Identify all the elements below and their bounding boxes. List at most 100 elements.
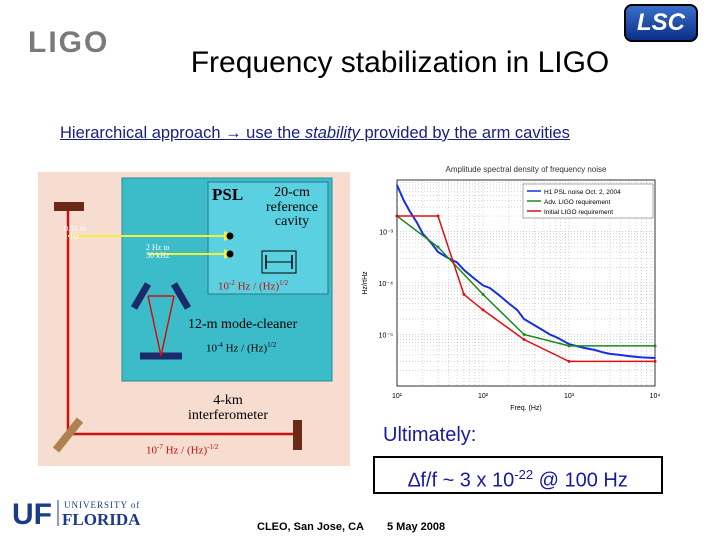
y-tick-label: 10⁻³ bbox=[379, 230, 393, 237]
series-1-point bbox=[396, 184, 398, 186]
series-1-point bbox=[489, 287, 491, 289]
series-1-point bbox=[542, 329, 544, 332]
band1-line2: 1 Hz bbox=[64, 232, 80, 242]
mc-mirror-left bbox=[130, 282, 152, 310]
series-1-point bbox=[640, 356, 643, 359]
series-line-1 bbox=[396, 184, 656, 359]
footer-conference: CLEO, San Jose, CA bbox=[257, 521, 364, 533]
legend-entry: Initial LIGO requirement bbox=[544, 209, 613, 216]
series-1-point bbox=[628, 355, 630, 357]
mc-noise-label: 10-4 Hz / (Hz)1/2 bbox=[206, 341, 276, 355]
ref-noise-exp: -2 bbox=[229, 279, 235, 287]
noise-plot-svg: Amplitude spectral density of frequency … bbox=[362, 165, 661, 412]
series-1-point bbox=[463, 269, 465, 271]
ultimately-label: Ultimately: bbox=[383, 424, 477, 446]
series-3-point bbox=[395, 214, 399, 218]
series-1-point bbox=[602, 351, 605, 354]
noise-plot: Amplitude spectral density of frequency … bbox=[355, 162, 663, 414]
formula-text1: f/f ~ 3 x 10 bbox=[420, 469, 515, 492]
ref-noise-base: 10 bbox=[218, 280, 229, 293]
series-3-point bbox=[436, 214, 440, 218]
y-tick-label: 10⁻⁵ bbox=[379, 333, 393, 340]
series-1-point bbox=[619, 354, 622, 356]
series-1-point bbox=[473, 278, 476, 280]
x-tick-label: 10³ bbox=[564, 393, 575, 400]
ifo-line2: interferometer bbox=[187, 407, 269, 423]
x-axis-label: Freq. (Hz) bbox=[510, 405, 542, 412]
mc-noise-base: 10 bbox=[206, 342, 217, 355]
uf-logo-graphic: UF UNIVERSITY of FLORIDA bbox=[12, 498, 141, 531]
stabilization-diagram: PSL 20-cm reference cavity 10-2 Hz / (Hz… bbox=[38, 172, 350, 466]
ref-noise-unit-exp: 1/2 bbox=[279, 279, 289, 287]
series-1-point bbox=[549, 333, 551, 336]
formula-box: ∆f/f ~ 3 x 10-22 @ 100 Hz bbox=[373, 456, 663, 494]
uf-mark: UF bbox=[12, 498, 52, 528]
legend-box bbox=[522, 183, 654, 219]
subtitle-part3: provided by the arm cavities bbox=[359, 124, 570, 142]
subtitle-part2: use the bbox=[241, 124, 305, 142]
band2-label: 2 Hz to 50 kHz bbox=[146, 243, 170, 261]
ref-cavity-line3: cavity bbox=[274, 214, 310, 230]
band1-label: 0.01 to 1 Hz bbox=[64, 224, 87, 242]
series-1-point bbox=[482, 284, 484, 287]
ifo-noise-label: 10-7 Hz / (Hz)-1/2 bbox=[146, 443, 219, 457]
ref-noise-unit: Hz / (Hz) bbox=[237, 280, 280, 293]
ref-cavity-line1: 20-cm bbox=[274, 185, 310, 200]
x-tick-label: 10¹ bbox=[392, 393, 403, 400]
mc-noise-unit: Hz / (Hz) bbox=[225, 342, 268, 355]
mc-label: 12-m mode-cleaner bbox=[188, 317, 298, 332]
x-tick-label: 10⁴ bbox=[650, 393, 661, 400]
ifo-label: 4-km interferometer bbox=[178, 393, 278, 423]
subtitle-italic: stability bbox=[304, 124, 360, 142]
series-3-point bbox=[462, 292, 466, 296]
series-1-point bbox=[654, 357, 656, 359]
band1-line1: 0.01 to bbox=[64, 224, 87, 233]
series-1-point bbox=[583, 347, 585, 349]
ref-cavity-label: 20-cm reference cavity bbox=[254, 185, 330, 230]
plot-frame bbox=[396, 179, 656, 387]
series-1-point bbox=[403, 199, 405, 202]
beam-splitter bbox=[52, 417, 84, 453]
uf-logo: UF UNIVERSITY of FLORIDA bbox=[12, 496, 162, 533]
series-2-point bbox=[481, 292, 485, 296]
series-1-point bbox=[533, 324, 536, 327]
ifo-line1: 4-km bbox=[213, 393, 243, 408]
ifo-noise-unit-exp: -1/2 bbox=[207, 443, 219, 451]
ref-cavity-line2: reference bbox=[265, 199, 319, 215]
ifo-noise-unit: Hz / (Hz) bbox=[165, 444, 208, 457]
ifo-noise-exp: -7 bbox=[157, 443, 163, 451]
legend-entry: H1 PSL noise Oct. 2, 2004 bbox=[544, 189, 621, 196]
ifo-noise-base: 10 bbox=[146, 444, 157, 457]
series-1-point bbox=[416, 221, 418, 224]
formula-exp: -22 bbox=[514, 467, 534, 482]
x-tick-label: 10² bbox=[478, 393, 489, 400]
series-1-point bbox=[609, 353, 611, 355]
mc-mirror-right bbox=[170, 282, 192, 310]
diagram-graphics bbox=[52, 177, 333, 453]
subtitle: Hierarchical approach → use the stabilit… bbox=[60, 124, 570, 143]
series-2-point bbox=[567, 344, 571, 348]
series-1-point bbox=[437, 251, 439, 253]
chart-title: Amplitude spectral density of frequency … bbox=[446, 165, 608, 174]
series-3-point bbox=[567, 359, 571, 363]
mc-noise-exp: -4 bbox=[217, 341, 223, 349]
formula-text2: @ 100 Hz bbox=[533, 469, 628, 492]
arrow-icon: → bbox=[225, 124, 242, 142]
end-mirror-right bbox=[293, 420, 302, 450]
ref-noise-label: 10-2 Hz / (Hz)1/2 bbox=[218, 279, 289, 293]
footer-date: 5 May 2008 bbox=[387, 521, 446, 533]
uf-university: UNIVERSITY of bbox=[64, 500, 140, 510]
psl-label: PSL bbox=[212, 185, 244, 204]
uf-florida: FLORIDA bbox=[62, 510, 141, 528]
series-2-point bbox=[522, 333, 526, 336]
series-1-point bbox=[422, 233, 424, 235]
series-1-point bbox=[594, 349, 596, 351]
series-1-point bbox=[516, 309, 519, 311]
series-1-point bbox=[523, 318, 525, 320]
series-1-point bbox=[559, 338, 562, 341]
series-2-point bbox=[653, 344, 657, 348]
ligo-logo: LIGO bbox=[28, 26, 110, 59]
series-3-point bbox=[653, 359, 657, 363]
legend-entry: Adv. LIGO requirement bbox=[544, 199, 611, 206]
band2-line1: 2 Hz to bbox=[146, 243, 170, 252]
